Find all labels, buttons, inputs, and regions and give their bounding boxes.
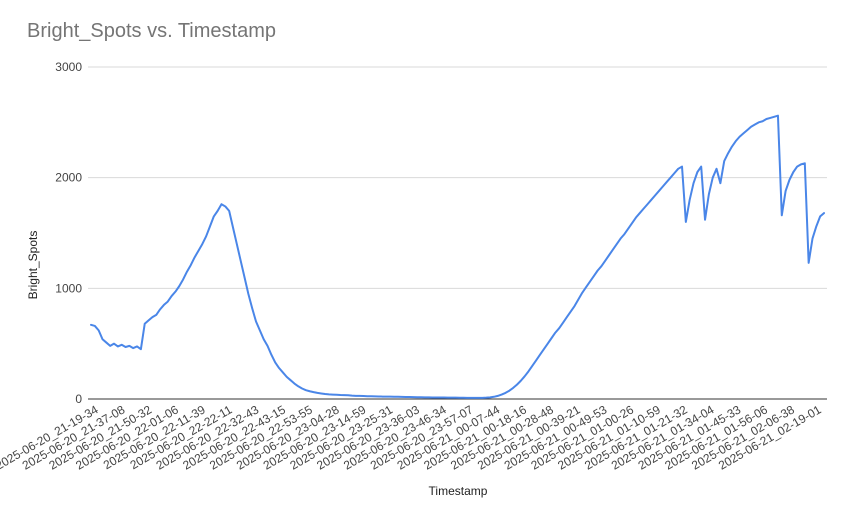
y-axis-title: Bright_Spots <box>26 231 40 300</box>
y-axis-ticks: 0 1000 2000 3000 <box>55 60 82 406</box>
y-tick-label: 2000 <box>55 171 82 185</box>
y-tick-label: 0 <box>75 392 82 406</box>
series-line <box>90 114 825 399</box>
chart-title: Bright_Spots vs. Timestamp <box>27 20 276 42</box>
gridlines <box>88 66 827 400</box>
x-axis-title: Timestamp <box>429 484 488 498</box>
y-tick-label: 1000 <box>55 281 82 295</box>
x-axis-ticks: 2025-06-20_21-19-342025-06-20_21-37-0820… <box>0 402 824 472</box>
y-tick-label: 3000 <box>55 60 82 74</box>
series-layer <box>90 114 825 399</box>
